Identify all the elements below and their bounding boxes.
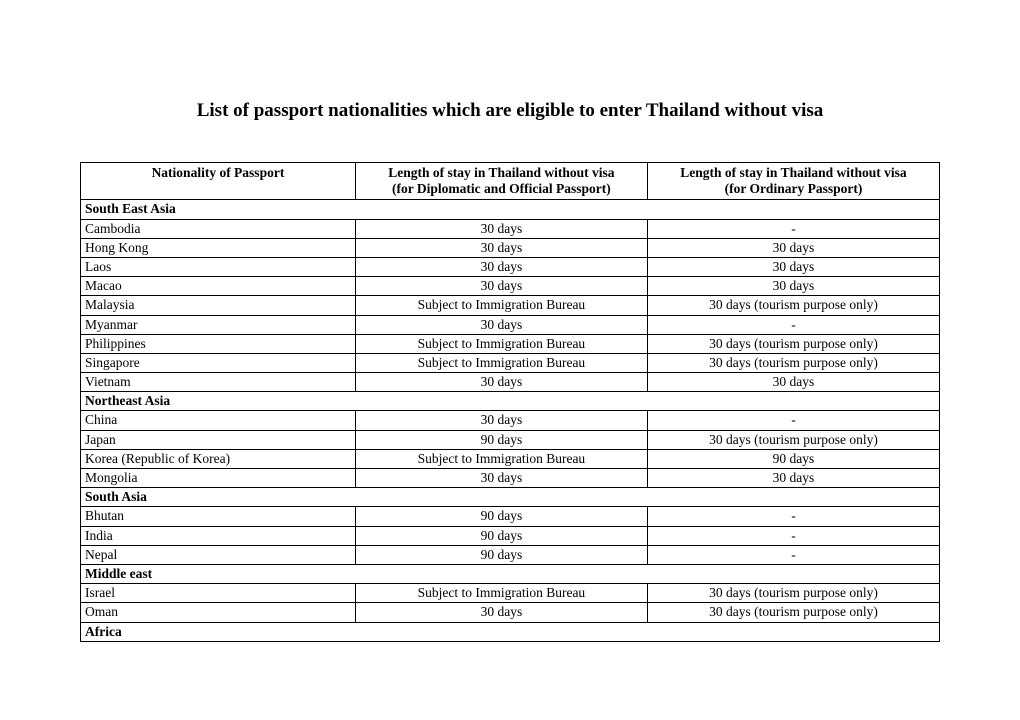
nationality-cell: Myanmar xyxy=(81,315,356,334)
ordinary-cell: 90 days xyxy=(647,449,939,468)
diplomatic-cell: Subject to Immigration Bureau xyxy=(355,353,647,372)
diplomatic-cell: Subject to Immigration Bureau xyxy=(355,296,647,315)
diplomatic-cell: 30 days xyxy=(355,315,647,334)
nationality-cell: Japan xyxy=(81,430,356,449)
ordinary-cell: 30 days xyxy=(647,238,939,257)
diplomatic-cell: 30 days xyxy=(355,469,647,488)
nationality-cell: Bhutan xyxy=(81,507,356,526)
nationality-cell: Korea (Republic of Korea) xyxy=(81,449,356,468)
diplomatic-cell: 30 days xyxy=(355,219,647,238)
nationality-cell: Cambodia xyxy=(81,219,356,238)
nationality-cell: India xyxy=(81,526,356,545)
diplomatic-cell: Subject to Immigration Bureau xyxy=(355,584,647,603)
nationality-cell: Hong Kong xyxy=(81,238,356,257)
region-cell: South Asia xyxy=(81,488,940,507)
nationality-cell: Macao xyxy=(81,277,356,296)
region-cell: Northeast Asia xyxy=(81,392,940,411)
nationality-cell: Oman xyxy=(81,603,356,622)
table-row: India90 days- xyxy=(81,526,940,545)
col-header-ordinary: Length of stay in Thailand without visa … xyxy=(647,163,939,200)
nationality-cell: Israel xyxy=(81,584,356,603)
nationality-cell: Laos xyxy=(81,257,356,276)
table-row: Oman30 days30 days (tourism purpose only… xyxy=(81,603,940,622)
ordinary-cell: - xyxy=(647,507,939,526)
ordinary-cell: 30 days xyxy=(647,257,939,276)
table-row: Laos30 days30 days xyxy=(81,257,940,276)
nationality-cell: Malaysia xyxy=(81,296,356,315)
visa-table: Nationality of Passport Length of stay i… xyxy=(80,162,940,642)
ordinary-cell: 30 days (tourism purpose only) xyxy=(647,296,939,315)
document-page: List of passport nationalities which are… xyxy=(0,0,1020,682)
table-row: Bhutan90 days- xyxy=(81,507,940,526)
table-row: Korea (Republic of Korea)Subject to Immi… xyxy=(81,449,940,468)
diplomatic-cell: 90 days xyxy=(355,430,647,449)
diplomatic-cell: 30 days xyxy=(355,373,647,392)
ordinary-cell: 30 days xyxy=(647,373,939,392)
ordinary-cell: 30 days xyxy=(647,469,939,488)
region-cell: South East Asia xyxy=(81,200,940,219)
region-cell: Middle east xyxy=(81,564,940,583)
table-row: Vietnam30 days30 days xyxy=(81,373,940,392)
ordinary-cell: - xyxy=(647,315,939,334)
table-row: Macao30 days30 days xyxy=(81,277,940,296)
table-row: South East Asia xyxy=(81,200,940,219)
table-row: SingaporeSubject to Immigration Bureau30… xyxy=(81,353,940,372)
table-row: Mongolia30 days30 days xyxy=(81,469,940,488)
table-row: Africa xyxy=(81,622,940,641)
diplomatic-cell: 90 days xyxy=(355,507,647,526)
table-row: Nepal90 days- xyxy=(81,545,940,564)
page-title: List of passport nationalities which are… xyxy=(80,100,940,122)
table-row: Myanmar30 days- xyxy=(81,315,940,334)
table-row: Hong Kong30 days30 days xyxy=(81,238,940,257)
ordinary-cell: - xyxy=(647,219,939,238)
table-row: MalaysiaSubject to Immigration Bureau30 … xyxy=(81,296,940,315)
diplomatic-cell: 30 days xyxy=(355,603,647,622)
diplomatic-cell: 30 days xyxy=(355,277,647,296)
table-body: South East AsiaCambodia30 days-Hong Kong… xyxy=(81,200,940,641)
nationality-cell: Mongolia xyxy=(81,469,356,488)
table-row: Japan90 days30 days (tourism purpose onl… xyxy=(81,430,940,449)
ordinary-cell: - xyxy=(647,411,939,430)
nationality-cell: Philippines xyxy=(81,334,356,353)
diplomatic-cell: Subject to Immigration Bureau xyxy=(355,449,647,468)
ordinary-cell: 30 days (tourism purpose only) xyxy=(647,603,939,622)
table-row: IsraelSubject to Immigration Bureau30 da… xyxy=(81,584,940,603)
diplomatic-cell: Subject to Immigration Bureau xyxy=(355,334,647,353)
diplomatic-cell: 90 days xyxy=(355,545,647,564)
ordinary-cell: 30 days xyxy=(647,277,939,296)
diplomatic-cell: 90 days xyxy=(355,526,647,545)
table-row: Northeast Asia xyxy=(81,392,940,411)
ordinary-cell: 30 days (tourism purpose only) xyxy=(647,430,939,449)
table-row: Cambodia30 days- xyxy=(81,219,940,238)
ordinary-cell: 30 days (tourism purpose only) xyxy=(647,353,939,372)
diplomatic-cell: 30 days xyxy=(355,238,647,257)
nationality-cell: Singapore xyxy=(81,353,356,372)
diplomatic-cell: 30 days xyxy=(355,411,647,430)
table-row: Middle east xyxy=(81,564,940,583)
table-row: PhilippinesSubject to Immigration Bureau… xyxy=(81,334,940,353)
table-row: China30 days- xyxy=(81,411,940,430)
region-cell: Africa xyxy=(81,622,940,641)
col-header-diplomatic: Length of stay in Thailand without visa … xyxy=(355,163,647,200)
ordinary-cell: 30 days (tourism purpose only) xyxy=(647,334,939,353)
nationality-cell: Vietnam xyxy=(81,373,356,392)
col-header-nationality: Nationality of Passport xyxy=(81,163,356,200)
ordinary-cell: - xyxy=(647,545,939,564)
diplomatic-cell: 30 days xyxy=(355,257,647,276)
table-row: South Asia xyxy=(81,488,940,507)
nationality-cell: China xyxy=(81,411,356,430)
nationality-cell: Nepal xyxy=(81,545,356,564)
ordinary-cell: - xyxy=(647,526,939,545)
ordinary-cell: 30 days (tourism purpose only) xyxy=(647,584,939,603)
table-header-row: Nationality of Passport Length of stay i… xyxy=(81,163,940,200)
